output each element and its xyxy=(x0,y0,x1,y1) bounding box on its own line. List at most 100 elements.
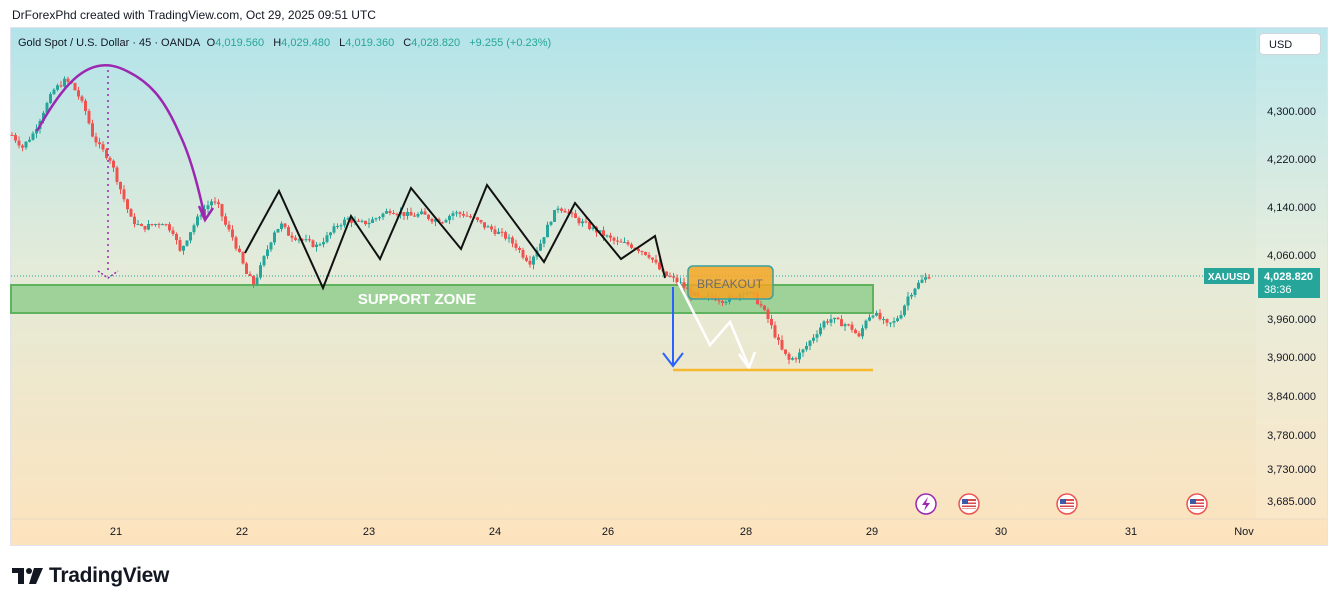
candle-body xyxy=(556,208,560,211)
candle-body xyxy=(17,140,21,146)
open-value: 4,019.560 xyxy=(215,37,264,49)
candle-body xyxy=(451,213,455,216)
candle-body xyxy=(868,317,871,321)
price-tick-label: 4,300.000 xyxy=(1267,106,1316,118)
candle-body xyxy=(906,296,910,306)
candle-body xyxy=(822,321,826,328)
projection-arrow-head xyxy=(737,351,757,371)
candle-body xyxy=(679,282,682,284)
price-tick-label: 3,780.000 xyxy=(1267,430,1316,442)
candle-body xyxy=(10,135,14,136)
candle-body xyxy=(262,256,266,266)
price-axis[interactable]: 4,300.000 4,220.000 4,140.000 4,060.000 3,96… xyxy=(1267,106,1316,508)
time-axis[interactable]: 21 22 23 24 26 28 29 30 31 Nov xyxy=(110,526,1254,538)
candle-body xyxy=(402,211,406,216)
candle-body xyxy=(441,222,444,224)
candle-body xyxy=(514,243,518,248)
candle-body xyxy=(497,231,500,234)
candle-body xyxy=(532,256,535,265)
candle-body xyxy=(539,243,542,251)
candle-body xyxy=(290,235,294,238)
price-tick-label: 4,220.000 xyxy=(1267,154,1316,166)
candle-body xyxy=(591,227,595,229)
time-tick-label: 23 xyxy=(363,526,375,538)
candle-body xyxy=(73,83,77,91)
time-tick-label: 26 xyxy=(602,526,614,538)
candle-body xyxy=(371,219,374,223)
candle-body xyxy=(252,276,255,285)
us-flag-icon[interactable] xyxy=(1186,493,1208,515)
candle-body xyxy=(812,337,815,341)
candle-body xyxy=(518,247,521,250)
candle-body xyxy=(630,244,633,248)
candle-body xyxy=(777,337,780,341)
candle-body xyxy=(31,133,35,140)
target-arrow-head xyxy=(662,352,684,368)
candle-body xyxy=(206,205,210,210)
ohlc-legend[interactable]: Gold Spot / U.S. Dollar · 45 · OANDA O4,… xyxy=(18,37,551,49)
candle-body xyxy=(269,242,273,250)
candle-body xyxy=(49,94,52,103)
change-value: +9.255 (+0.23%) xyxy=(469,37,551,49)
last-price-tag xyxy=(1258,268,1320,298)
high-value: 4,029.480 xyxy=(281,37,330,49)
close-label: C xyxy=(403,37,411,49)
candle-body xyxy=(588,222,591,229)
breakout-label: BREAKOUT xyxy=(697,277,764,291)
candle-body xyxy=(266,249,269,257)
candle-body xyxy=(602,230,605,237)
currency-button[interactable]: USD xyxy=(1259,33,1321,55)
arc-arrow-head xyxy=(197,205,215,223)
candle-body xyxy=(640,250,644,252)
candle-body xyxy=(210,201,213,206)
lightning-icon[interactable] xyxy=(915,493,937,515)
candle-body xyxy=(196,216,199,226)
candle-body xyxy=(850,324,854,330)
candle-body xyxy=(717,300,721,302)
bar-countdown-text: 38:36 xyxy=(1264,284,1292,296)
candle-body xyxy=(721,301,724,303)
candle-body xyxy=(651,257,654,260)
candle-body xyxy=(150,224,154,226)
us-flag-icon[interactable] xyxy=(958,493,980,515)
candle-body xyxy=(542,237,546,244)
candle-body xyxy=(224,216,227,225)
tradingview-logo-icon xyxy=(12,568,43,584)
candle-body xyxy=(378,217,381,219)
candle-body xyxy=(108,157,112,161)
candle-body xyxy=(280,223,283,230)
candle-body xyxy=(847,324,850,326)
candle-body xyxy=(185,240,189,246)
breakout-box xyxy=(687,265,774,300)
symbol-title: Gold Spot / U.S. Dollar · 45 · OANDA xyxy=(18,37,201,49)
candle-body xyxy=(875,312,878,316)
candle-body xyxy=(276,229,280,233)
brand-name: TradingView xyxy=(49,564,170,587)
candle-body xyxy=(766,309,770,319)
candle-body xyxy=(836,317,840,320)
price-tick-label: 3,900.000 xyxy=(1267,352,1316,364)
candle-body xyxy=(798,352,801,360)
candle-body xyxy=(59,85,63,87)
candle-body xyxy=(920,279,924,283)
candle-body xyxy=(154,224,157,226)
candle-body xyxy=(787,353,791,360)
candle-body xyxy=(479,220,483,223)
candle-body xyxy=(14,135,17,141)
candle-body xyxy=(623,242,626,244)
candle-body xyxy=(168,224,171,231)
candle-body xyxy=(241,252,245,264)
us-flag-icon[interactable] xyxy=(1056,493,1078,515)
candle-body xyxy=(672,276,675,278)
candle-body xyxy=(332,226,336,233)
candle-body xyxy=(826,321,829,323)
candle-body xyxy=(462,214,465,216)
candle-body xyxy=(220,204,224,217)
candle-body xyxy=(871,315,875,318)
candle-body xyxy=(924,277,927,280)
tradingview-brand[interactable]: TradingView xyxy=(12,564,169,588)
candle-body xyxy=(511,237,514,244)
time-tick-label: 28 xyxy=(740,526,752,538)
time-tick-label: 31 xyxy=(1125,526,1137,538)
